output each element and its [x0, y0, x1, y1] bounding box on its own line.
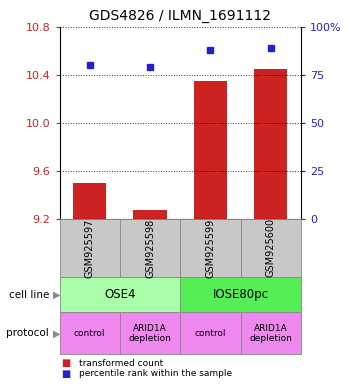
Text: GSM925597: GSM925597: [85, 218, 95, 278]
Text: OSE4: OSE4: [104, 288, 136, 301]
Text: control: control: [195, 329, 226, 338]
Text: ■: ■: [61, 358, 70, 368]
Text: control: control: [74, 329, 105, 338]
Text: GSM925600: GSM925600: [266, 218, 276, 278]
Text: GSM925599: GSM925599: [205, 218, 216, 278]
Text: ▶: ▶: [52, 290, 60, 300]
Bar: [73, 183, 106, 219]
Text: ■: ■: [61, 369, 70, 379]
Text: transformed count: transformed count: [79, 359, 163, 368]
Text: IOSE80pc: IOSE80pc: [213, 288, 269, 301]
Text: GSM925598: GSM925598: [145, 218, 155, 278]
Bar: [254, 69, 287, 219]
Text: ▶: ▶: [52, 328, 60, 338]
Text: cell line: cell line: [9, 290, 49, 300]
Text: protocol: protocol: [6, 328, 49, 338]
Title: GDS4826 / ILMN_1691112: GDS4826 / ILMN_1691112: [89, 9, 271, 23]
Text: ARID1A
depletion: ARID1A depletion: [129, 324, 172, 343]
Text: percentile rank within the sample: percentile rank within the sample: [79, 369, 232, 378]
Bar: [133, 210, 167, 219]
Text: ARID1A
depletion: ARID1A depletion: [249, 324, 292, 343]
Bar: [194, 81, 227, 219]
